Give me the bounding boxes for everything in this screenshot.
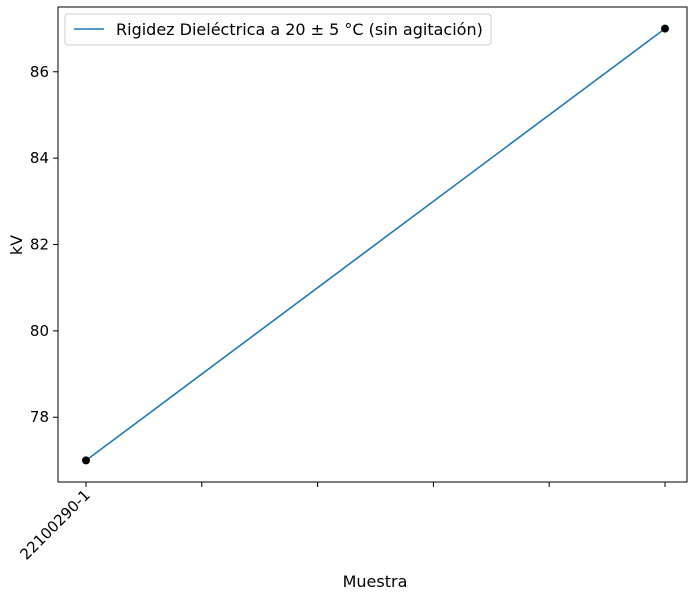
- y-tick-label: 86: [30, 63, 49, 81]
- y-tick-label: 84: [30, 149, 49, 167]
- series-line: [85, 27, 666, 462]
- data-point: [661, 24, 669, 33]
- x-axis: 22100290-1: [17, 482, 666, 563]
- y-tick-label: 82: [30, 236, 49, 254]
- y-axis: 78 80 82 84 86: [30, 63, 58, 426]
- legend: Rigidez Dieléctrica a 20 ± 5 °C (sin agi…: [64, 13, 492, 46]
- x-axis-label: Muestra: [343, 572, 408, 591]
- x-tick-label: 22100290-1: [17, 486, 94, 563]
- legend-entry-label: Rigidez Dieléctrica a 20 ± 5 °C (sin agi…: [116, 20, 483, 39]
- y-axis-label: kV: [7, 235, 26, 255]
- data-point: [82, 456, 90, 465]
- y-tick-label: 80: [30, 322, 49, 340]
- y-tick-label: 78: [30, 408, 49, 426]
- series-layer: [82, 24, 669, 465]
- legend-box: [64, 13, 492, 46]
